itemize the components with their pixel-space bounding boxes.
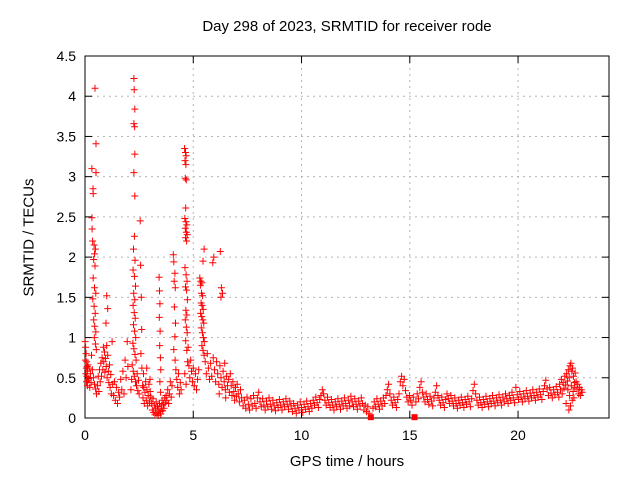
y-tick-label: 3.5	[57, 128, 77, 144]
x-tick-label: 20	[510, 427, 526, 443]
y-tick-label: 2	[68, 249, 76, 265]
y-tick-label: 1	[68, 330, 76, 346]
y-tick-label: 1.5	[57, 289, 77, 305]
x-tick-label: 0	[81, 427, 89, 443]
y-axis-label: SRMTID / TECUs	[20, 178, 38, 297]
data-points-filled-square	[367, 414, 418, 421]
y-tick-label: 2.5	[57, 209, 77, 225]
plot-frame	[84, 55, 610, 419]
chart-title: Day 298 of 2023, SRMTID for receiver rod…	[202, 18, 492, 35]
x-tick-label: 5	[189, 427, 197, 443]
y-tick-label: 4	[68, 88, 76, 104]
x-tick-labels: 0 5 10 15 20	[81, 427, 526, 443]
x-tick-label: 10	[294, 427, 310, 443]
tick-marks	[84, 55, 609, 419]
x-tick-label: 15	[402, 427, 418, 443]
y-tick-label: 0.5	[57, 370, 77, 386]
y-tick-labels: 0 0.5 1 1.5 2 2.5 3 3.5 4 4.5	[57, 48, 77, 426]
data-points-plus	[81, 75, 586, 420]
y-tick-label: 0	[68, 410, 76, 426]
grid-lines	[85, 56, 609, 418]
y-tick-label: 3	[68, 169, 76, 185]
y-tick-label: 4.5	[57, 48, 77, 64]
x-axis-label: GPS time / hours	[289, 453, 405, 470]
